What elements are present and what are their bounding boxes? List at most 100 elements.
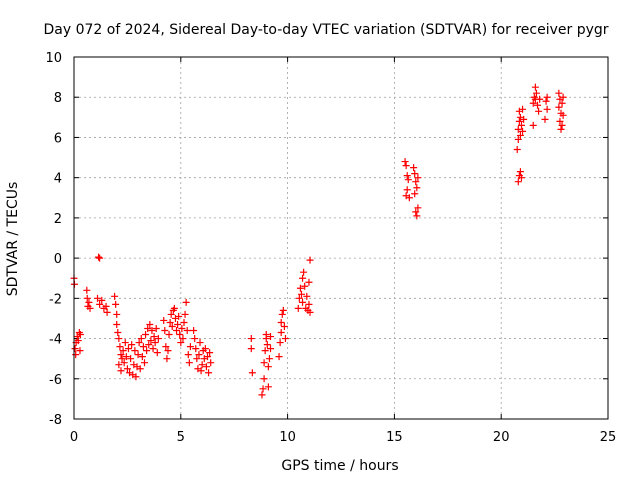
y-axis-title: SDTVAR / TECUs [5, 182, 21, 297]
data-point [516, 168, 524, 176]
data-point [179, 335, 187, 343]
y-tick-label: 2 [54, 212, 62, 227]
data-point [516, 131, 524, 139]
data-point [299, 274, 307, 282]
data-points [70, 83, 567, 399]
data-point [85, 298, 93, 306]
data-point [177, 339, 185, 347]
data-point [531, 83, 539, 91]
data-point [278, 310, 286, 318]
data-point [297, 290, 305, 298]
data-point [152, 325, 160, 332]
data-point [115, 361, 123, 369]
data-point [276, 339, 284, 347]
data-point [127, 355, 135, 363]
data-point [558, 121, 566, 129]
data-point [145, 341, 153, 349]
data-point [201, 345, 209, 353]
data-point [196, 339, 204, 347]
data-point [114, 329, 122, 337]
data-point [299, 298, 307, 306]
data-point [529, 99, 537, 107]
data-point [514, 135, 522, 143]
x-tick-label: 20 [493, 430, 510, 445]
data-point [542, 97, 550, 105]
data-point [112, 300, 120, 308]
data-point [262, 331, 270, 339]
data-point [207, 359, 215, 367]
data-point [118, 355, 126, 363]
y-tick-label: 0 [54, 252, 62, 267]
y-tick-label: 8 [54, 91, 62, 106]
data-point [146, 320, 154, 328]
data-point [180, 318, 188, 326]
data-point [190, 327, 198, 335]
data-point [543, 105, 551, 113]
data-point [193, 355, 201, 363]
data-point [71, 345, 79, 353]
data-point [154, 335, 162, 343]
data-point [306, 256, 314, 264]
data-point [147, 337, 155, 345]
data-point [410, 164, 418, 172]
data-point [76, 347, 84, 355]
data-point [536, 95, 544, 103]
data-point [529, 121, 537, 129]
data-point [83, 286, 91, 294]
data-point [166, 318, 174, 326]
data-point [405, 194, 413, 202]
data-point [413, 212, 421, 220]
data-point [281, 335, 289, 343]
data-point [559, 111, 567, 119]
data-point [513, 146, 521, 154]
x-tick-label: 0 [70, 430, 78, 445]
data-point [534, 101, 542, 109]
data-point [164, 347, 172, 355]
data-point [402, 162, 410, 170]
data-point [119, 347, 127, 355]
data-point [96, 300, 104, 308]
data-point [259, 385, 267, 393]
data-point [124, 345, 132, 353]
data-point [519, 105, 527, 113]
data-point [120, 359, 128, 367]
data-point [264, 363, 272, 371]
data-point [143, 347, 151, 355]
data-point [83, 294, 91, 302]
data-point [165, 331, 173, 339]
data-point [202, 363, 210, 371]
data-point [198, 361, 206, 369]
data-point [182, 298, 190, 306]
data-point [541, 115, 549, 123]
data-point [195, 351, 203, 359]
data-point [111, 292, 119, 300]
data-point [123, 365, 131, 373]
data-point [412, 208, 420, 216]
data-point [404, 176, 412, 184]
data-point [258, 391, 266, 399]
data-point [295, 294, 303, 302]
data-point [136, 365, 144, 373]
data-point [173, 327, 181, 335]
grid [74, 57, 608, 419]
data-point [183, 327, 191, 335]
data-point [411, 170, 419, 178]
data-point [132, 373, 140, 381]
data-point [515, 117, 523, 125]
data-point [543, 93, 551, 101]
data-point [131, 347, 139, 355]
data-point [204, 353, 211, 361]
data-point [517, 174, 525, 182]
data-point [142, 331, 150, 339]
data-point [128, 341, 136, 349]
data-point [519, 127, 527, 135]
data-point [248, 369, 256, 377]
data-point [191, 335, 199, 343]
x-tick-label: 10 [279, 430, 296, 445]
y-tick-label: 10 [45, 51, 62, 66]
data-point [185, 359, 193, 367]
data-point [102, 302, 110, 310]
data-point [412, 178, 420, 186]
data-point [176, 331, 184, 339]
data-point [556, 117, 564, 125]
